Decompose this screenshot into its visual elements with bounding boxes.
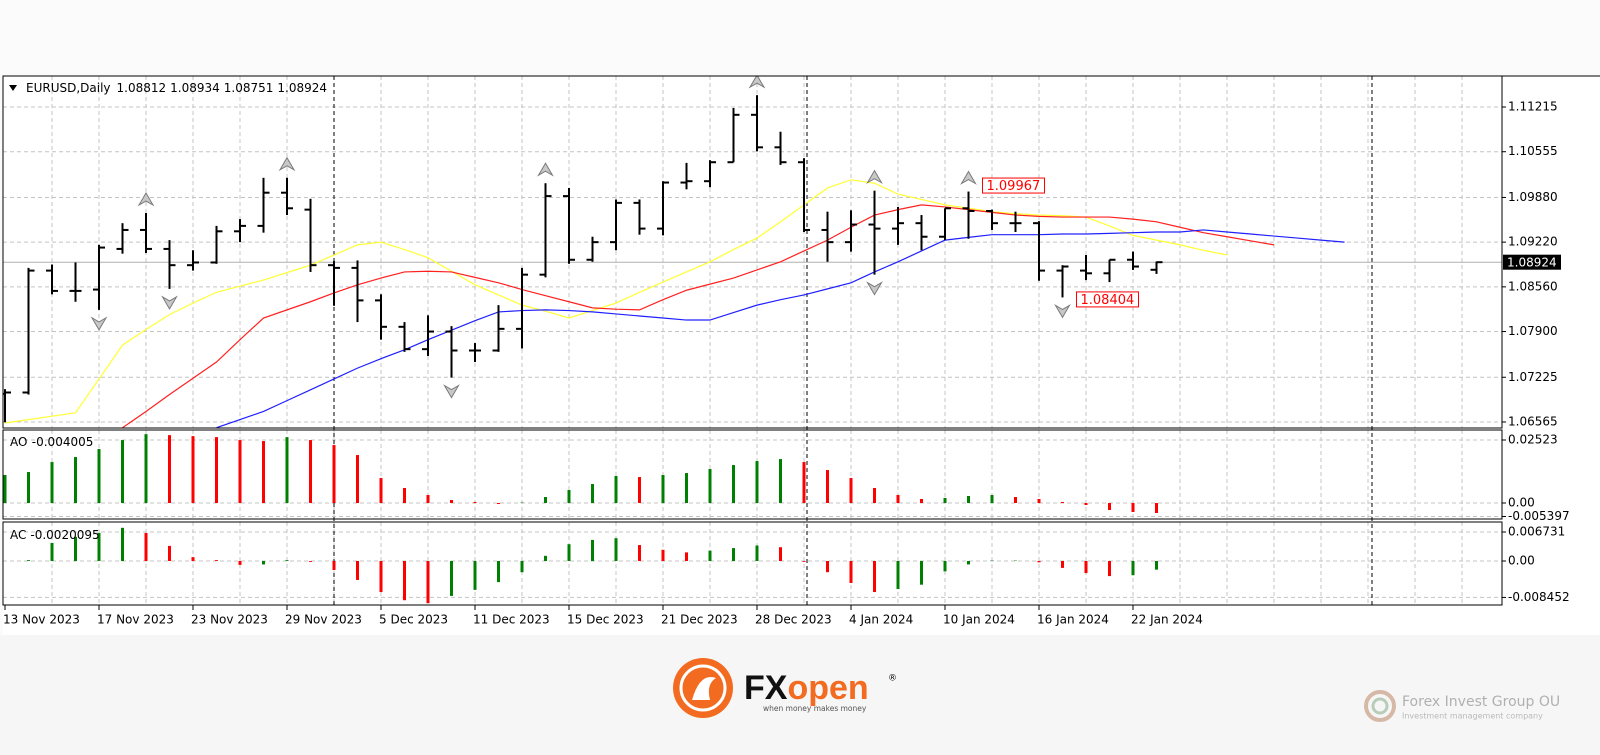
y-tick-label: 1.08560 bbox=[1508, 279, 1558, 293]
annotation-text: 1.08404 bbox=[1081, 293, 1135, 308]
logo-registered: ® bbox=[888, 674, 897, 684]
fractal-up bbox=[866, 169, 883, 185]
y-tick-label: 1.10555 bbox=[1508, 144, 1558, 158]
indicator-name: AC bbox=[10, 528, 26, 542]
y-tick-label: 1.09880 bbox=[1508, 190, 1558, 204]
x-tick-label: 28 Dec 2023 bbox=[755, 613, 832, 627]
header-close: 1.08924 bbox=[277, 81, 327, 95]
fractal-down bbox=[90, 316, 108, 331]
logo-part: open bbox=[787, 669, 868, 707]
indicator-header: AC -0.0020095 bbox=[10, 528, 100, 542]
y-tick-label: -0.005397 bbox=[1508, 509, 1570, 523]
header-low: 1.08751 bbox=[224, 81, 274, 95]
indicator-header: AO -0.004005 bbox=[10, 435, 93, 449]
y-tick-label: 0.00 bbox=[1508, 554, 1535, 568]
ao-panel bbox=[3, 434, 1158, 513]
last-price-box bbox=[1503, 254, 1561, 270]
ac-panel bbox=[27, 527, 1158, 604]
fractal-down bbox=[161, 295, 178, 310]
annotation-text: 1.09967 bbox=[987, 179, 1041, 194]
logo-text: FXopen bbox=[744, 669, 869, 707]
x-tick-label: 22 Jan 2024 bbox=[1131, 613, 1203, 627]
x-tick-label: 17 Nov 2023 bbox=[97, 613, 174, 627]
indicator-value: -0.0020095 bbox=[30, 528, 99, 542]
y-tick-label: 1.06565 bbox=[1508, 414, 1558, 428]
last-price: 1.08924 bbox=[1503, 254, 1561, 270]
y-tick-label: 1.09220 bbox=[1508, 235, 1558, 249]
x-tick-label: 16 Jan 2024 bbox=[1037, 613, 1109, 627]
logo-mark bbox=[692, 676, 716, 700]
indicator-value: -0.004005 bbox=[32, 435, 94, 449]
chart-title: EURUSD,Daily bbox=[26, 81, 111, 95]
watermark-icon bbox=[1364, 690, 1396, 722]
fractal-down bbox=[1054, 304, 1071, 319]
x-tick-label: 23 Nov 2023 bbox=[191, 613, 268, 627]
y-tick-label: 1.07225 bbox=[1508, 370, 1558, 384]
price-annotation: 1.09967 bbox=[982, 177, 1045, 194]
x-tick-label: 4 Jan 2024 bbox=[849, 613, 913, 627]
y-tick-label: 0.02523 bbox=[1508, 432, 1558, 446]
grid-layer bbox=[3, 76, 1502, 605]
annotation-box bbox=[1076, 291, 1139, 308]
watermark-icon bbox=[1371, 697, 1389, 715]
price-panel bbox=[3, 76, 1502, 428]
fractal-down bbox=[866, 281, 883, 296]
panel-border bbox=[2, 429, 1503, 520]
y-tick-label: 0.006731 bbox=[1508, 524, 1565, 538]
menu-arrow[interactable] bbox=[9, 85, 17, 91]
x-tick-label: 29 Nov 2023 bbox=[285, 613, 362, 627]
fractal-down bbox=[443, 384, 460, 399]
fractal-up bbox=[278, 156, 296, 172]
logo-ring bbox=[679, 664, 727, 712]
fractal-up bbox=[960, 170, 977, 185]
y-tick-label: 1.07900 bbox=[1508, 324, 1558, 338]
x-tick-label: 10 Jan 2024 bbox=[943, 613, 1015, 627]
y-tick-label: 1.11215 bbox=[1508, 100, 1558, 114]
fractal-up bbox=[537, 162, 554, 177]
fractal-up bbox=[748, 76, 766, 89]
x-tick-label: 15 Dec 2023 bbox=[567, 613, 644, 627]
indicator-name: AO bbox=[10, 435, 28, 449]
header-high: 1.08934 bbox=[170, 81, 220, 95]
fxopen-logo: FXopen ® when money makes money bbox=[673, 658, 897, 718]
chart-header: EURUSD,Daily 1.08812 1.08934 1.08751 1.08924 bbox=[26, 81, 327, 95]
ma-line bbox=[4, 179, 1228, 424]
footer-band bbox=[0, 635, 1600, 755]
logo-part: FX bbox=[744, 669, 788, 707]
watermark-sub: Investment management company bbox=[1402, 712, 1543, 721]
x-tick-label: 5 Dec 2023 bbox=[379, 613, 448, 627]
annotation-box bbox=[982, 177, 1045, 194]
fractal-up bbox=[137, 192, 155, 207]
x-tick-label: 21 Dec 2023 bbox=[661, 613, 738, 627]
header-open: 1.08812 bbox=[117, 81, 167, 95]
x-tick-label: 13 Nov 2023 bbox=[3, 613, 80, 627]
panel-border bbox=[2, 521, 1503, 606]
chart-area bbox=[3, 76, 1600, 635]
x-tick-label: 11 Dec 2023 bbox=[473, 613, 550, 627]
logo-tagline: when money makes money bbox=[763, 704, 867, 713]
watermark: Forex Invest Group OU Investment managem… bbox=[1364, 690, 1560, 722]
y-tick-label: -0.008452 bbox=[1508, 590, 1570, 604]
watermark-name: Forex Invest Group OU bbox=[1402, 694, 1560, 710]
last-price-label: 1.08924 bbox=[1507, 256, 1557, 270]
ma-line bbox=[122, 204, 1275, 428]
panel-border bbox=[2, 75, 1503, 429]
y-tick-label: 0.00 bbox=[1508, 495, 1535, 509]
price-annotation: 1.08404 bbox=[1076, 291, 1139, 308]
